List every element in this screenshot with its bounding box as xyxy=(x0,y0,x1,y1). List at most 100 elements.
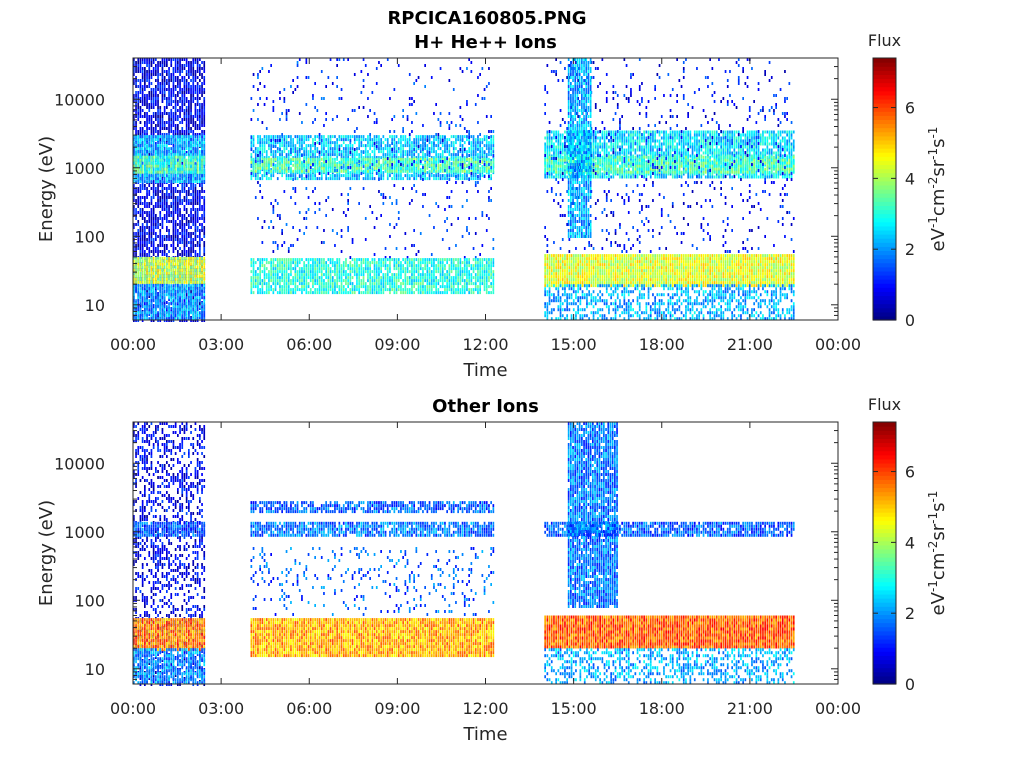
spectrogram-cell xyxy=(203,305,205,308)
spectrogram-cell xyxy=(159,61,161,64)
spectrogram-cell xyxy=(319,161,321,164)
spectrogram-cell xyxy=(155,156,157,159)
spectrogram-cell xyxy=(400,138,402,141)
spectrogram-cell xyxy=(168,174,170,177)
spectrogram-cell xyxy=(190,266,192,269)
spectrogram-cell xyxy=(396,174,398,177)
spectrogram-cell xyxy=(433,147,435,150)
spectrogram-cell xyxy=(166,229,168,232)
panel-title: H+ He++ Ions xyxy=(414,32,557,53)
spectrogram-cell xyxy=(173,302,175,305)
spectrogram-cell xyxy=(151,263,153,266)
spectrogram-cell xyxy=(347,150,349,153)
spectrogram-cell xyxy=(345,153,347,156)
spectrogram-cell xyxy=(179,64,181,67)
spectrogram-cell xyxy=(162,135,164,138)
spectrogram-cell xyxy=(175,156,177,159)
spectrogram-cell xyxy=(490,177,492,180)
spectrogram-cell xyxy=(162,82,164,85)
spectrogram-cell xyxy=(170,153,172,156)
spectrogram-cell xyxy=(148,144,150,147)
spectrogram-cell xyxy=(444,177,446,180)
spectrogram-cell xyxy=(179,141,181,144)
spectrogram-cell xyxy=(195,61,197,64)
spectrogram-cell xyxy=(151,275,153,278)
spectrogram-cell xyxy=(181,296,183,299)
spectrogram-cell xyxy=(190,281,192,284)
spectrogram-cell xyxy=(199,115,201,118)
spectrogram-cell xyxy=(323,135,325,138)
spectrogram-cell xyxy=(308,153,310,156)
spectrogram-cell xyxy=(151,211,153,214)
spectrogram-cell xyxy=(402,177,404,180)
spectrogram-cell xyxy=(166,156,168,159)
spectrogram-cell xyxy=(155,171,157,174)
spectrogram-cell xyxy=(146,287,148,290)
spectrogram-cell xyxy=(449,153,451,156)
spectrogram-cell xyxy=(173,269,175,272)
spectrogram-cell xyxy=(137,190,139,193)
spectrogram-cell xyxy=(137,299,139,302)
spectrogram-cell xyxy=(179,112,181,115)
spectrogram-cell xyxy=(164,278,166,281)
spectrogram-cell xyxy=(166,144,168,147)
spectrogram-cell xyxy=(427,150,429,153)
spectrogram-cell xyxy=(188,269,190,272)
spectrogram-cell xyxy=(162,223,164,226)
spectrogram-cell xyxy=(192,287,194,290)
spectrogram-cell xyxy=(195,263,197,266)
spectrogram-cell xyxy=(173,94,175,97)
spectrogram-cell xyxy=(170,174,172,177)
spectrogram-cell xyxy=(405,150,407,153)
spectrogram-cell xyxy=(197,82,199,85)
spectrogram-cell xyxy=(354,177,356,180)
spectrogram-cell xyxy=(308,135,310,138)
spectrogram-cell xyxy=(179,177,181,180)
spectrogram-cell xyxy=(142,305,144,308)
spectrogram-cell xyxy=(151,88,153,91)
spectrogram-cell xyxy=(148,281,150,284)
spectrogram-cell xyxy=(164,121,166,124)
spectrogram-cell xyxy=(190,187,192,190)
spectrogram-cell xyxy=(162,311,164,314)
spectrogram-cell xyxy=(137,229,139,232)
spectrogram-cell xyxy=(453,153,455,156)
spectrogram-cell xyxy=(190,168,192,171)
spectrogram-cell xyxy=(148,214,150,217)
spectrogram-cell xyxy=(446,144,448,147)
spectrogram-cell xyxy=(330,135,332,138)
spectrogram-cell xyxy=(144,121,146,124)
spectrogram-cell xyxy=(140,211,142,214)
spectrogram-cell xyxy=(317,135,319,138)
spectrogram-cell xyxy=(361,141,363,144)
spectrogram-cell xyxy=(190,106,192,109)
spectrogram-cell xyxy=(203,91,205,94)
spectrogram-cell xyxy=(199,168,201,171)
spectrogram-cell xyxy=(151,127,153,130)
spectrogram-cell xyxy=(177,130,179,133)
spectrogram-cell xyxy=(159,287,161,290)
spectrogram-cell xyxy=(192,187,194,190)
spectrogram-cell xyxy=(186,211,188,214)
spectrogram-cell xyxy=(270,174,272,177)
spectrogram-cell xyxy=(179,147,181,150)
spectrogram-cell xyxy=(184,156,186,159)
spectrogram-cell xyxy=(286,170,288,173)
spectrogram-cell xyxy=(179,211,181,214)
spectrogram-cell xyxy=(273,135,275,138)
spectrogram-cell xyxy=(177,272,179,275)
spectrogram-cell xyxy=(170,205,172,208)
spectrogram-cell xyxy=(157,150,159,153)
spectrogram-cell xyxy=(190,308,192,311)
spectrogram-cell xyxy=(190,284,192,287)
spectrogram-cell xyxy=(201,103,203,106)
spectrogram-cell xyxy=(400,177,402,180)
spectrogram-cell xyxy=(146,115,148,118)
spectrogram-cell xyxy=(151,73,153,76)
spectrogram-cell xyxy=(140,308,142,311)
spectrogram-cell xyxy=(199,217,201,220)
spectrogram-cell xyxy=(195,196,197,199)
spectrogram-cell xyxy=(170,124,172,127)
spectrogram-cell xyxy=(140,70,142,73)
spectrogram-cell xyxy=(170,159,172,162)
